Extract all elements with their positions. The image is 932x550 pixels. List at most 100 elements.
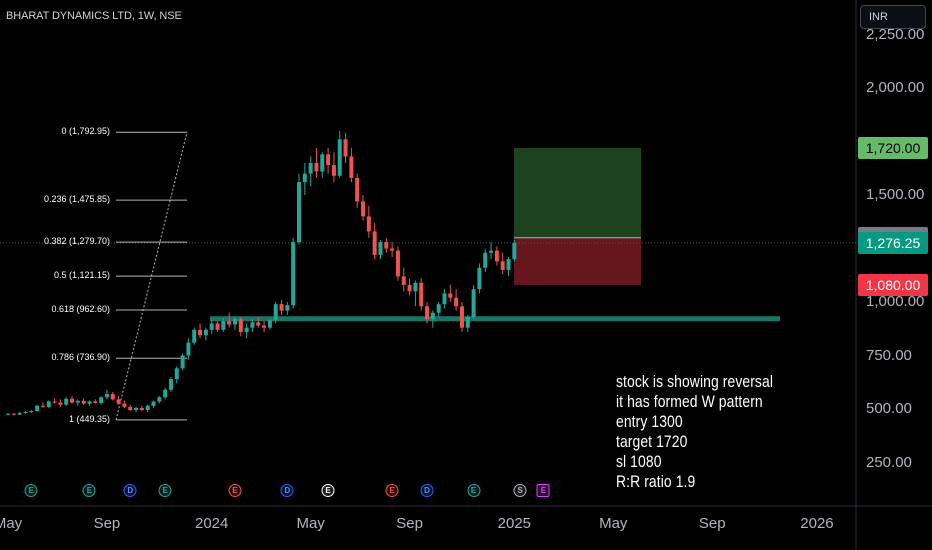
candle <box>139 405 144 412</box>
candle <box>70 396 75 404</box>
candle <box>174 366 179 384</box>
candle <box>320 152 325 178</box>
earnings-marker[interactable]: E <box>385 484 399 497</box>
candle <box>477 263 482 294</box>
candle <box>81 398 86 405</box>
earnings-marker[interactable]: E <box>158 484 172 497</box>
candle <box>349 147 354 183</box>
fib-level-label: 0.236 (1,475.85) <box>43 194 110 205</box>
candle <box>366 205 371 238</box>
candle <box>267 319 272 330</box>
dividend-marker[interactable]: D <box>123 484 137 497</box>
candle <box>157 396 162 404</box>
candle <box>17 412 22 415</box>
earnings-marker[interactable]: E <box>82 484 96 497</box>
candle <box>110 391 115 401</box>
candle-body <box>87 401 92 404</box>
candle <box>232 316 237 330</box>
candle <box>483 248 488 273</box>
dividend-marker[interactable]: D <box>420 484 434 497</box>
candle <box>40 402 45 408</box>
earnings-marker[interactable]: E <box>24 484 38 497</box>
candle-body <box>314 162 319 172</box>
candle-body <box>343 139 348 157</box>
candle-body <box>337 139 342 176</box>
candle-body <box>273 304 278 321</box>
candle-body <box>104 394 109 398</box>
candle <box>58 399 63 407</box>
candle-body <box>35 405 40 412</box>
fib-trend-line[interactable] <box>115 132 188 420</box>
candle-body <box>489 250 494 253</box>
candle-body <box>500 261 505 270</box>
candle-body <box>11 413 16 415</box>
candle <box>489 242 494 260</box>
candle <box>337 130 342 178</box>
candle-body <box>390 248 395 251</box>
fib-level-label: 0 (1,792.95) <box>61 126 110 137</box>
earnings-marker[interactable]: E <box>467 484 481 497</box>
candle-body <box>302 173 307 183</box>
candle <box>256 316 261 328</box>
candle <box>279 299 284 315</box>
candle-body <box>192 329 197 343</box>
candle-body <box>506 259 511 270</box>
candle <box>215 321 220 332</box>
candle <box>128 404 133 412</box>
candle-body <box>442 293 447 305</box>
candle-body <box>17 412 22 415</box>
candle <box>52 398 57 404</box>
candle-body <box>401 276 406 285</box>
candle-body <box>297 182 301 243</box>
candle-body <box>116 399 121 404</box>
candle <box>6 413 10 416</box>
split-marker[interactable]: S <box>513 484 527 497</box>
candle <box>99 396 104 405</box>
candle-body <box>454 297 459 307</box>
candle <box>93 399 98 404</box>
fib-level-label: 0.5 (1,121.15) <box>53 270 110 281</box>
currency-selector[interactable]: INR <box>860 5 926 29</box>
candle <box>203 327 208 341</box>
candle <box>134 406 139 413</box>
candle <box>454 289 459 311</box>
note-line: entry 1300 <box>616 412 683 431</box>
position-stop-zone[interactable] <box>514 237 641 285</box>
candle-body <box>203 329 208 336</box>
candle <box>198 323 203 339</box>
time-axis-label: Sep <box>698 515 726 532</box>
candle <box>87 400 92 406</box>
price-tag: 1,720.00 <box>858 136 928 159</box>
note-line: target 1720 <box>616 432 688 451</box>
candle <box>384 237 389 253</box>
candle-body <box>419 282 424 307</box>
candle <box>413 280 418 307</box>
candle <box>116 396 121 405</box>
fib-level-label: 0.382 (1,279.70) <box>43 236 110 247</box>
earnings-marker[interactable]: E <box>321 484 335 497</box>
symbol-title[interactable]: BHARAT DYNAMICS LTD, 1W, NSE <box>6 10 182 22</box>
earnings-marker[interactable]: E <box>536 484 550 497</box>
candle-body <box>483 252 488 268</box>
candle-body <box>285 305 290 311</box>
candle-body <box>279 304 284 311</box>
candle <box>442 289 447 309</box>
candle-body <box>448 293 453 298</box>
candle-body <box>436 304 441 313</box>
earnings-marker[interactable]: E <box>228 484 242 497</box>
position-target-zone[interactable] <box>514 147 641 238</box>
note-line: sl 1080 <box>616 452 662 471</box>
price-axis-label: 1,000.00 <box>866 293 925 310</box>
candle-body <box>128 406 133 411</box>
candle-body <box>349 156 354 178</box>
price-axis-label: 750.00 <box>866 346 912 364</box>
candle-body <box>75 400 80 403</box>
time-axis-label: 2024 <box>195 515 229 532</box>
note-line: stock is showing reversal <box>616 372 774 391</box>
candle-body <box>168 379 173 390</box>
candle-body <box>413 282 418 292</box>
dividend-marker[interactable]: D <box>280 484 294 497</box>
price-axis-label: 250.00 <box>866 453 912 471</box>
